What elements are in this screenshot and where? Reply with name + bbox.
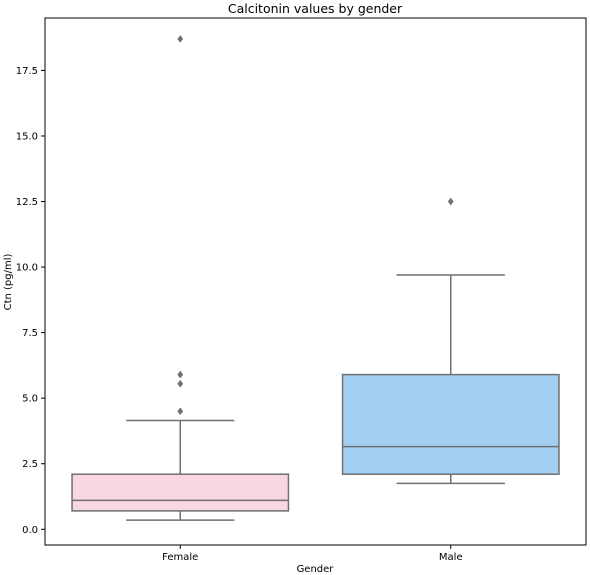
x-axis-label: Gender [297, 564, 335, 575]
outlier-point [177, 370, 184, 379]
y-axis: 0.0 2.5 5.0 7.5 10.0 12.5 15.0 17.5 [16, 66, 45, 536]
x-tick-label: Female [162, 552, 198, 563]
iqr-box [341, 373, 560, 475]
y-tick-label: 5.0 [22, 394, 38, 405]
plot-frame [44, 17, 587, 546]
y-axis-label: Ctn (pg/ml) [3, 254, 14, 311]
y-tick-label: 2.5 [22, 459, 38, 470]
chart-title: Calcitonin values by gender [228, 1, 403, 16]
y-tick-label: 17.5 [16, 66, 38, 77]
outlier-point [177, 407, 184, 416]
y-tick-label: 10.0 [16, 263, 38, 274]
y-tick-label: 0.0 [22, 525, 38, 536]
x-tick-label: Male [439, 552, 463, 563]
box-group-female [71, 35, 290, 521]
outlier-point [177, 379, 184, 388]
box-group-male [341, 197, 560, 485]
outlier-point [447, 197, 454, 206]
outlier-point [177, 35, 184, 43]
y-tick-label: 7.5 [22, 328, 38, 339]
x-axis: Female Male [162, 545, 463, 563]
iqr-box [71, 473, 290, 512]
y-tick-label: 12.5 [16, 197, 38, 208]
plot-area [44, 17, 587, 546]
y-tick-label: 15.0 [16, 131, 38, 142]
